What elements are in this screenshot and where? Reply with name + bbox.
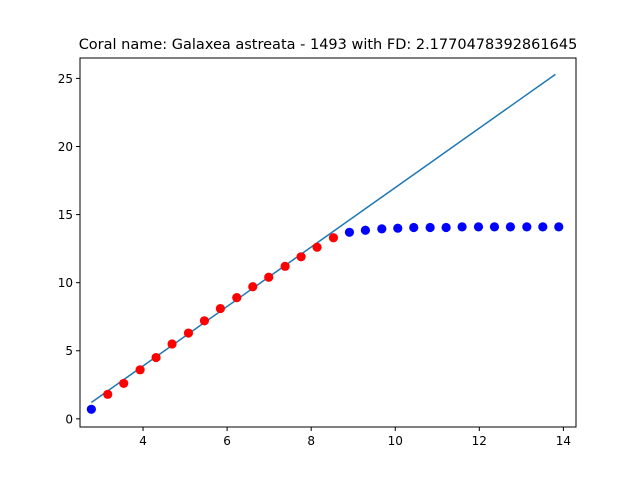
fit-point <box>183 328 194 338</box>
data-point <box>457 222 467 232</box>
data-point <box>360 225 371 235</box>
fit-point <box>280 261 290 271</box>
fit-point <box>312 242 322 252</box>
fit-line <box>90 73 556 404</box>
y-tick-label: 15 <box>58 208 73 222</box>
fit-point <box>103 389 113 399</box>
fit-point <box>167 339 177 349</box>
y-tick-label: 25 <box>58 72 73 86</box>
data-point <box>86 404 96 414</box>
x-tick-label: 14 <box>556 434 571 448</box>
y-tick-label: 10 <box>58 276 73 290</box>
axes-frame <box>79 57 577 428</box>
fit-point <box>199 316 210 326</box>
axes: 4 6 8 10 12 14 0 5 10 15 20 25 <box>58 57 577 448</box>
fit-point <box>296 252 306 262</box>
data-point <box>473 222 484 232</box>
fit-point <box>264 272 274 282</box>
plot-area <box>86 73 564 414</box>
x-tick-label: 6 <box>223 434 231 448</box>
data-point <box>377 224 387 234</box>
data-point <box>409 222 419 233</box>
data-point <box>344 227 355 237</box>
x-tick-label: 8 <box>307 434 315 448</box>
chart-title: Coral name: Galaxea astreata - 1493 with… <box>79 37 578 53</box>
data-point <box>505 222 516 232</box>
y-tick-label: 0 <box>65 412 73 426</box>
fit-point <box>119 378 129 389</box>
fit-point <box>135 365 145 375</box>
fit-point <box>151 352 161 363</box>
data-point <box>393 223 403 233</box>
y-tick-label: 20 <box>58 140 73 154</box>
fit-point <box>215 303 225 314</box>
data-point <box>522 222 532 232</box>
data-point <box>441 222 451 233</box>
fit-point <box>328 233 339 243</box>
y-tick-label: 5 <box>65 344 73 358</box>
x-tick-label: 10 <box>388 434 403 448</box>
data-point <box>489 222 500 232</box>
fit-point <box>248 282 258 292</box>
x-tick-label: 4 <box>139 434 147 448</box>
data-point <box>538 222 548 232</box>
x-tick-label: 12 <box>472 434 487 448</box>
fit-point <box>232 293 242 303</box>
data-point <box>425 222 435 233</box>
data-point <box>554 222 564 232</box>
